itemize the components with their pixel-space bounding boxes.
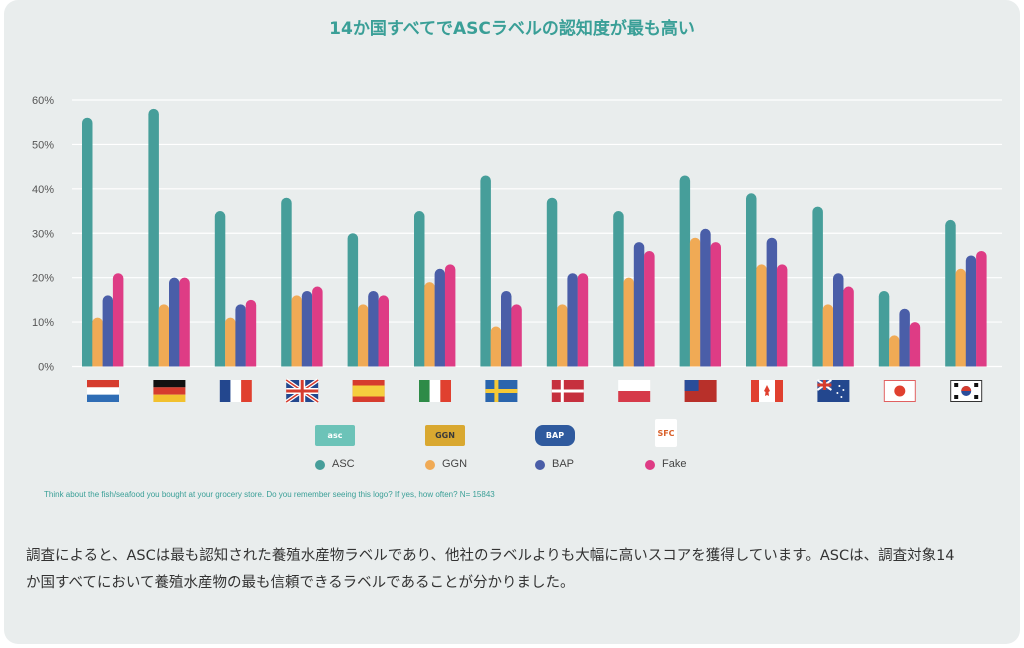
bar-asc xyxy=(82,117,93,367)
bar-bap xyxy=(102,295,114,367)
y-tick-label: 40% xyxy=(32,184,54,196)
bap-logo-icon: BAP xyxy=(535,425,575,446)
bar-chart: 0% 10% 20% 30% 40% 50% 60% xyxy=(32,95,1002,404)
bar-asc xyxy=(945,219,956,367)
bar-asc xyxy=(613,211,624,367)
bar-fake xyxy=(511,304,522,367)
bar-bap xyxy=(169,277,180,367)
y-tick-label: 10% xyxy=(32,317,54,329)
bar-ggn xyxy=(158,304,170,367)
chart-title: 14か国すべてでASCラベルの認知度が最も高い xyxy=(329,19,695,39)
bar-bap xyxy=(833,273,844,367)
bar-ggn xyxy=(424,282,435,367)
jp-flag-icon xyxy=(883,380,916,402)
ggn-logo-icon: GGN xyxy=(425,425,465,446)
bar-ggn xyxy=(889,335,900,367)
bar-bap xyxy=(434,268,446,367)
de-flag-icon xyxy=(153,380,186,402)
bar-bap xyxy=(633,242,645,367)
bar-fake xyxy=(644,251,655,367)
y-tick-label: 50% xyxy=(32,139,54,151)
legend-label: Fake xyxy=(662,458,687,470)
nl-flag-icon xyxy=(87,380,119,402)
bar-fake xyxy=(710,242,721,367)
bar-ggn xyxy=(291,295,302,367)
legend-swatch-asc xyxy=(315,460,325,470)
y-tick-label: 30% xyxy=(32,228,54,240)
bar-ggn xyxy=(623,277,634,367)
bar-asc xyxy=(148,108,159,367)
paragraph-line: か国すべてにおいて養殖水産物の最も信頼できるラベルであることが分かりました。 xyxy=(26,575,575,591)
fake-logo-icon: SFC xyxy=(655,419,677,447)
tw-flag-icon xyxy=(684,380,717,402)
bar-fake xyxy=(378,295,389,367)
bar-bap xyxy=(301,290,313,367)
bar-asc xyxy=(347,233,359,367)
bar-asc xyxy=(281,197,292,367)
legend-label: BAP xyxy=(552,458,575,470)
kr-flag-icon xyxy=(950,380,983,402)
y-tick-label: 20% xyxy=(32,273,54,285)
nz-flag-icon xyxy=(816,379,850,402)
pl-flag-icon xyxy=(618,380,651,402)
bar-asc xyxy=(812,206,823,367)
bar-asc xyxy=(480,175,491,367)
legend-swatch-fake xyxy=(645,460,655,470)
legend-swatch-ggn xyxy=(425,460,435,470)
bar-fake xyxy=(577,273,589,367)
bar-asc xyxy=(878,290,890,367)
y-tick-label: 0% xyxy=(38,362,54,374)
bar-fake xyxy=(312,286,323,367)
bar-ggn xyxy=(756,264,767,367)
bar-asc xyxy=(746,193,757,367)
legend-label: ASC xyxy=(332,458,355,470)
bar-ggn xyxy=(357,304,369,367)
es-flag-icon xyxy=(352,380,385,402)
bar-asc xyxy=(414,211,425,367)
dk-flag-icon xyxy=(551,380,584,402)
bar-fake xyxy=(909,322,921,367)
bar-asc xyxy=(214,211,226,367)
uk-flag-icon xyxy=(285,378,320,404)
legend-swatch-bap xyxy=(535,460,545,470)
bar-bap xyxy=(235,304,246,367)
legend-label: GGN xyxy=(442,458,468,470)
bar-fake xyxy=(245,299,257,367)
bar-fake xyxy=(843,286,854,367)
bar-bap xyxy=(700,228,711,367)
asc-logo-icon: asc xyxy=(315,425,355,446)
bar-bap xyxy=(501,290,512,367)
bar-ggn xyxy=(822,304,834,367)
bar-ggn xyxy=(557,304,568,367)
bar-asc xyxy=(679,175,691,367)
bar-fake xyxy=(976,251,987,367)
footnote: Think about the fish/seafood you bought … xyxy=(44,490,495,499)
bar-bap xyxy=(567,273,578,367)
fr-flag-icon xyxy=(219,380,252,402)
bar-bap xyxy=(899,308,910,367)
y-tick-label: 60% xyxy=(32,95,54,107)
bar-ggn xyxy=(225,317,236,367)
bar-ggn xyxy=(490,326,502,367)
bar-fake xyxy=(776,264,788,367)
bar-fake xyxy=(179,277,190,367)
it-flag-icon xyxy=(419,380,451,402)
se-flag-icon xyxy=(485,380,518,402)
bar-bap xyxy=(965,255,977,367)
bar-asc xyxy=(546,197,558,367)
bar-ggn xyxy=(92,317,103,367)
ca-flag-icon xyxy=(751,380,783,402)
bar-ggn xyxy=(955,268,966,367)
bar-fake xyxy=(444,264,456,367)
bar-fake xyxy=(112,273,124,367)
description-paragraph: 調査によると、ASCは最も認知された養殖水産物ラベルであり、他社のラベルよりも大… xyxy=(26,543,1016,597)
bar-ggn xyxy=(689,237,701,367)
paragraph-line: 調査によると、ASCは最も認知された養殖水産物ラベルであり、他社のラベルよりも大… xyxy=(26,548,955,564)
bar-bap xyxy=(368,290,379,367)
bar-bap xyxy=(766,237,778,367)
